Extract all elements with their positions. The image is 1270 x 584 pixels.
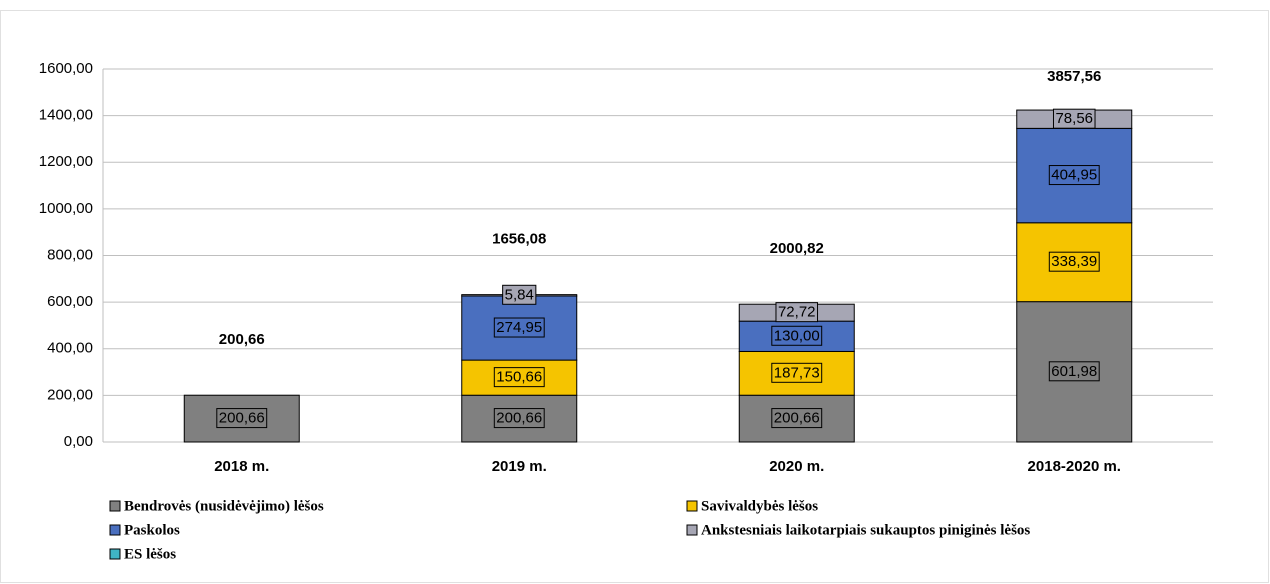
value-label: 5,84	[505, 286, 534, 303]
value-label: 78,56	[1055, 110, 1093, 127]
value-label-box	[771, 362, 823, 383]
x-tick-label: 2018 m.	[214, 458, 269, 475]
legend-swatch	[109, 500, 121, 512]
value-label-box	[775, 302, 819, 323]
y-tick-label: 800,00	[47, 246, 93, 263]
total-label: 3857,56	[1047, 68, 1101, 85]
y-tick-label: 1000,00	[39, 200, 93, 217]
value-label-box	[493, 317, 545, 338]
value-label: 200,66	[219, 410, 265, 427]
y-tick-label: 400,00	[47, 340, 93, 357]
legend-swatch	[686, 524, 698, 536]
value-label-box	[1048, 361, 1100, 382]
x-tick-label: 2020 m.	[769, 458, 824, 475]
value-label: 150,66	[496, 369, 542, 386]
value-label: 601,98	[1051, 363, 1097, 380]
value-label-box	[771, 408, 823, 429]
value-label: 338,39	[1051, 253, 1097, 270]
value-label-box	[216, 408, 268, 429]
y-tick-label: 200,00	[47, 386, 93, 403]
value-label-box	[1048, 165, 1100, 186]
bar-segment	[461, 295, 578, 361]
value-label: 404,95	[1051, 167, 1097, 184]
legend-swatch	[686, 500, 698, 512]
value-label-box	[502, 284, 537, 305]
legend-label: Bendrovės (nusidėvėjimo) lėšos	[124, 498, 324, 514]
legend-label: ES lėšos	[124, 546, 176, 562]
value-label: 200,66	[496, 410, 542, 427]
total-label: 1656,08	[492, 231, 546, 248]
value-label: 200,66	[774, 410, 820, 427]
value-label-box	[1052, 108, 1096, 129]
y-tick-label: 1200,00	[39, 153, 93, 170]
value-label: 72,72	[778, 304, 816, 321]
y-tick-label: 1400,00	[39, 107, 93, 124]
value-label-box	[771, 325, 823, 346]
x-tick-label: 2019 m.	[492, 458, 547, 475]
x-tick-label: 2018-2020 m.	[1028, 458, 1121, 475]
value-label-box	[1048, 251, 1100, 272]
y-tick-label: 0,00	[64, 433, 93, 450]
legend-label: Savivaldybės lėšos	[701, 498, 818, 514]
value-label-box	[493, 367, 545, 388]
value-label: 274,95	[496, 319, 542, 336]
legend-swatch	[109, 548, 121, 560]
total-label: 2000,82	[770, 240, 824, 257]
y-tick-label: 1600,00	[39, 60, 93, 77]
legend-label: Ankstesniais laikotarpiais sukauptos pin…	[701, 522, 1030, 538]
value-label: 130,00	[774, 327, 820, 344]
value-label-box	[493, 408, 545, 429]
legend-swatch	[109, 524, 121, 536]
y-tick-label: 600,00	[47, 293, 93, 310]
legend-label: Paskolos	[124, 522, 180, 538]
total-label: 200,66	[219, 331, 265, 348]
value-label: 187,73	[774, 364, 820, 381]
